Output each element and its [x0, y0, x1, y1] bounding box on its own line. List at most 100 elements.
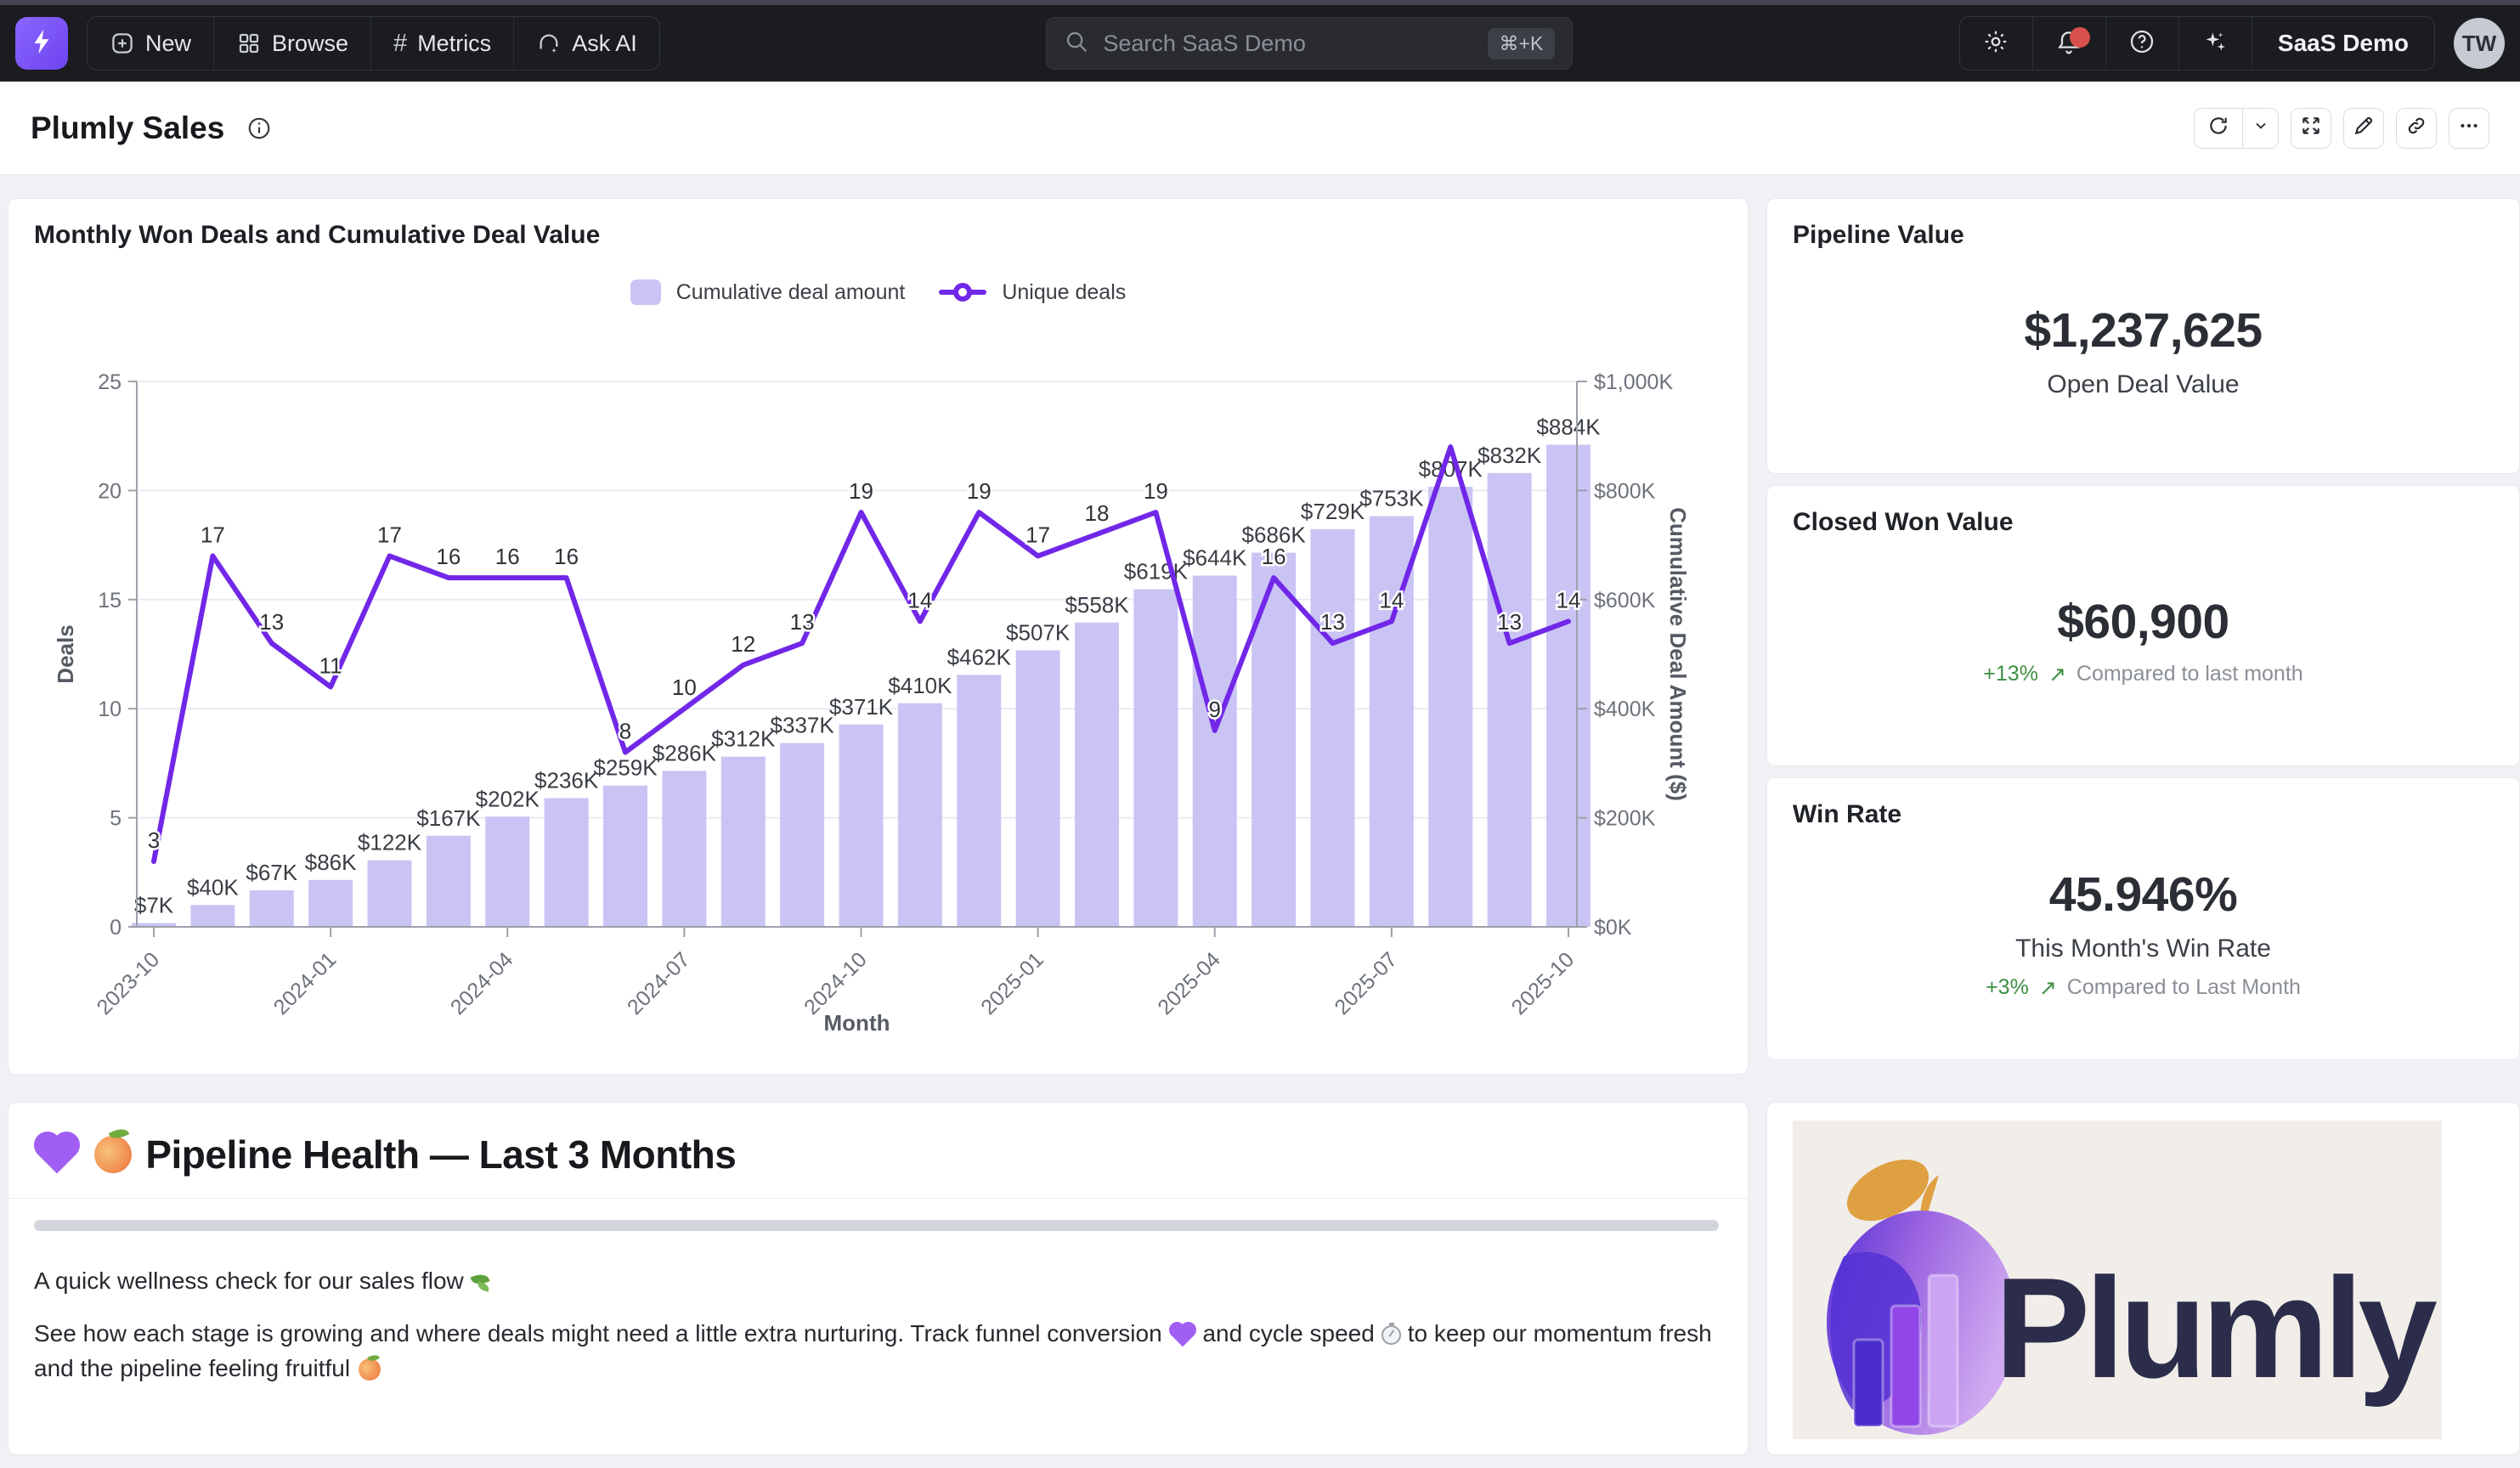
svg-text:19: 19 — [1144, 478, 1168, 504]
peach-emoji — [359, 1358, 381, 1381]
workspace-name[interactable]: SaaS Demo — [2277, 30, 2409, 56]
svg-text:$371K: $371K — [829, 694, 894, 720]
edit-button[interactable] — [2343, 107, 2384, 149]
logo-bar-chart — [1852, 1273, 1959, 1428]
kpi-value: $1,237,625 — [2024, 302, 2263, 358]
svg-text:$507K: $507K — [1006, 620, 1071, 646]
leaf-shape — [1846, 1159, 1930, 1222]
svg-text:2024-04: 2024-04 — [446, 947, 518, 1019]
svg-text:10: 10 — [672, 675, 697, 700]
refresh-button[interactable] — [2195, 108, 2242, 148]
settings-button[interactable] — [1960, 17, 2033, 70]
svg-text:14: 14 — [1557, 587, 1581, 613]
kpi-value: $60,900 — [2057, 594, 2229, 649]
more-options-button[interactable] — [2449, 107, 2489, 149]
topbar-center: Search SaaS Demo ⌘+K — [679, 17, 1941, 70]
svg-text:0: 0 — [110, 916, 121, 940]
delta-note: Compared to last month — [2076, 662, 2303, 686]
herb-emoji — [471, 1272, 493, 1294]
kpi-delta: +13% ↗ Compared to last month — [1983, 662, 2302, 687]
ai-assistant-button[interactable] — [2179, 17, 2252, 70]
svg-text:$619K: $619K — [1124, 559, 1189, 584]
kpi-title: Win Rate — [1793, 800, 1902, 828]
svg-text:15: 15 — [98, 589, 121, 613]
user-avatar[interactable]: TW — [2454, 18, 2505, 69]
purple-heart-emoji — [1171, 1324, 1194, 1347]
note-text: A quick wellness check for our sales flo… — [34, 1268, 464, 1294]
svg-text:17: 17 — [1026, 522, 1050, 547]
svg-text:17: 17 — [201, 522, 225, 547]
grid-icon — [236, 31, 262, 56]
share-link-button[interactable] — [2396, 107, 2437, 149]
svg-text:13: 13 — [1497, 609, 1522, 635]
page-header: Plumly Sales — [0, 82, 2520, 175]
notifications-button[interactable] — [2033, 17, 2106, 70]
stem-shape — [1920, 1175, 1939, 1216]
svg-text:17: 17 — [377, 522, 402, 547]
refresh-options-button[interactable] — [2242, 108, 2278, 148]
svg-text:2025-04: 2025-04 — [1153, 947, 1225, 1019]
svg-text:25: 25 — [98, 370, 121, 394]
svg-text:2023-10: 2023-10 — [93, 947, 165, 1019]
combo-chart[interactable]: $7K $40K $67K $86K$122K$167K$202K$236K$259K… — [8, 326, 1749, 1074]
svg-text:2024-07: 2024-07 — [623, 947, 695, 1019]
chart-legend: Cumulative deal amount Unique deals — [8, 279, 1748, 305]
headset-sparkle-icon — [536, 31, 562, 56]
svg-text:10: 10 — [98, 697, 121, 721]
chevron-down-icon — [2252, 117, 2269, 138]
svg-text:Deals: Deals — [53, 624, 78, 683]
kpi-title: Closed Won Value — [1793, 508, 2014, 536]
delta-percent: +13% — [1983, 662, 2038, 686]
plumly-logo-image: Plumly — [1793, 1121, 2442, 1439]
horizontal-rule — [34, 1220, 1719, 1231]
nav-new-button[interactable]: New — [88, 17, 215, 70]
legend-bar-swatch — [630, 279, 661, 305]
nav-metrics-button[interactable]: # Metrics — [371, 17, 515, 70]
section-heading-row: Pipeline Health — Last 3 Months — [34, 1132, 737, 1177]
nav-browse-button[interactable]: Browse — [214, 17, 372, 70]
nav-browse-label: Browse — [272, 30, 349, 56]
help-button[interactable] — [2106, 17, 2179, 70]
kpi-title: Pipeline Value — [1793, 221, 1964, 249]
svg-text:18: 18 — [1085, 500, 1110, 526]
svg-text:$558K: $558K — [1065, 592, 1129, 618]
svg-text:16: 16 — [554, 544, 579, 569]
note-text: to keep our momentum fresh and the pipel… — [34, 1320, 1712, 1381]
note-paragraph-2: See how each stage is growing and where … — [34, 1317, 1723, 1386]
note-text: and cycle speed — [1202, 1320, 1375, 1347]
svg-text:12: 12 — [731, 631, 755, 657]
svg-text:$800K: $800K — [1594, 479, 1656, 503]
svg-text:9: 9 — [1209, 697, 1221, 722]
svg-text:2024-01: 2024-01 — [269, 947, 342, 1019]
brand-wordmark: Plumly — [1995, 1248, 2437, 1408]
svg-text:14: 14 — [1379, 587, 1404, 613]
kpi-subtitle: This Month's Win Rate — [2015, 934, 2271, 963]
fullscreen-button[interactable] — [2291, 107, 2331, 149]
svg-text:2025-10: 2025-10 — [1507, 947, 1579, 1019]
search-input[interactable]: Search SaaS Demo ⌘+K — [1046, 17, 1574, 70]
svg-text:5: 5 — [110, 807, 121, 831]
svg-text:$236K: $236K — [534, 767, 599, 793]
svg-text:13: 13 — [1320, 609, 1345, 635]
info-icon[interactable] — [246, 116, 272, 141]
plus-square-icon — [110, 31, 135, 56]
peach-emoji — [93, 1136, 132, 1173]
search-shortcut-badge: ⌘+K — [1487, 27, 1556, 59]
nav-ask-ai-button[interactable]: Ask AI — [514, 17, 659, 70]
help-circle-icon — [2128, 28, 2156, 59]
refresh-split-button — [2194, 107, 2279, 149]
svg-text:$40K: $40K — [187, 874, 239, 900]
primary-nav: New Browse # Metrics Ask AI — [87, 16, 660, 71]
trend-up-arrow-icon: ↗ — [2038, 975, 2057, 1000]
pencil-icon — [2353, 115, 2375, 141]
svg-text:$753K: $753K — [1359, 486, 1424, 511]
note-paragraph-1: A quick wellness check for our sales flo… — [34, 1264, 1723, 1299]
top-navigation-bar: New Browse # Metrics Ask AI Search SaaS … — [0, 5, 2520, 82]
svg-text:16: 16 — [495, 544, 520, 569]
gear-icon — [1982, 28, 2009, 59]
app-logo-button[interactable] — [15, 17, 68, 70]
stopwatch-emoji — [1381, 1322, 1401, 1346]
plumly-logo: Plumly — [1827, 1159, 2442, 1435]
search-placeholder: Search SaaS Demo — [1103, 30, 1306, 56]
account-controls: SaaS Demo — [1958, 16, 2435, 71]
